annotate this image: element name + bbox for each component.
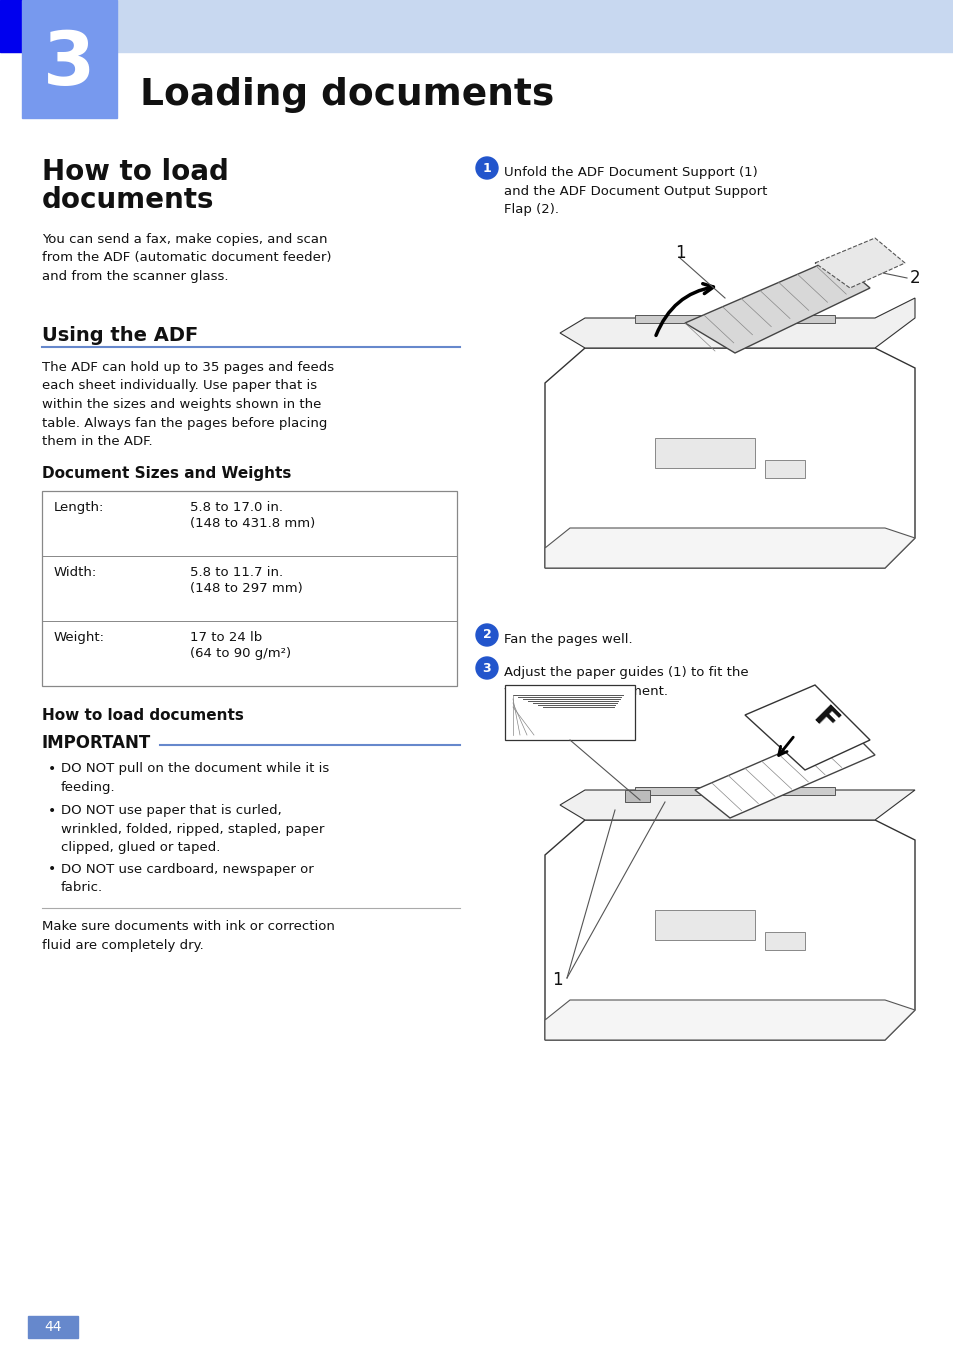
Text: documents: documents — [42, 186, 214, 215]
Text: 3: 3 — [482, 662, 491, 675]
Text: 1: 1 — [482, 162, 491, 174]
Text: 3: 3 — [43, 28, 95, 101]
Text: F: F — [806, 702, 841, 737]
Polygon shape — [544, 528, 914, 568]
Text: Make sure documents with ink or correction
fluid are completely dry.: Make sure documents with ink or correcti… — [42, 921, 335, 952]
Bar — [635, 315, 834, 323]
Text: •: • — [48, 761, 56, 776]
Text: Width:: Width: — [54, 566, 97, 579]
Polygon shape — [559, 790, 914, 819]
Bar — [28, 1316, 78, 1338]
Text: Unfold the ADF Document Support (1)
and the ADF Document Output Support
Flap (2): Unfold the ADF Document Support (1) and … — [503, 166, 766, 216]
Polygon shape — [544, 819, 914, 1040]
Bar — [0, 0, 22, 53]
Bar — [655, 437, 754, 468]
Bar — [22, 0, 117, 117]
Circle shape — [476, 624, 497, 647]
Text: 1: 1 — [551, 971, 561, 990]
Circle shape — [476, 657, 497, 679]
Text: Document Sizes and Weights: Document Sizes and Weights — [42, 466, 291, 481]
Text: You can send a fax, make copies, and scan
from the ADF (automatic document feede: You can send a fax, make copies, and sca… — [42, 234, 331, 284]
Text: How to load documents: How to load documents — [42, 707, 244, 724]
Text: Loading documents: Loading documents — [140, 77, 554, 113]
Bar — [635, 787, 834, 795]
Text: DO NOT use cardboard, newspaper or
fabric.: DO NOT use cardboard, newspaper or fabri… — [61, 863, 314, 894]
Polygon shape — [684, 258, 869, 352]
Text: 44: 44 — [44, 1320, 62, 1334]
Text: 17 to 24 lb: 17 to 24 lb — [190, 630, 262, 644]
Text: How to load: How to load — [42, 158, 229, 186]
Text: DO NOT use paper that is curled,
wrinkled, folded, ripped, stapled, paper
clippe: DO NOT use paper that is curled, wrinkle… — [61, 805, 324, 855]
Bar — [764, 931, 804, 950]
Text: Length:: Length: — [54, 501, 104, 514]
Text: 2: 2 — [909, 269, 920, 288]
Text: Weight:: Weight: — [54, 630, 105, 644]
Bar — [764, 460, 804, 478]
Text: 5.8 to 11.7 in.: 5.8 to 11.7 in. — [190, 566, 283, 579]
Text: (64 to 90 g/m²): (64 to 90 g/m²) — [190, 647, 291, 660]
Text: Fan the pages well.: Fan the pages well. — [503, 633, 632, 647]
Text: •: • — [48, 805, 56, 818]
Polygon shape — [744, 684, 869, 770]
Text: 5.8 to 17.0 in.: 5.8 to 17.0 in. — [190, 501, 283, 514]
Polygon shape — [544, 348, 914, 568]
Text: (148 to 431.8 mm): (148 to 431.8 mm) — [190, 517, 314, 531]
Polygon shape — [544, 1000, 914, 1040]
Text: Adjust the paper guides (1) to fit the
width of your document.: Adjust the paper guides (1) to fit the w… — [503, 666, 748, 698]
Text: 2: 2 — [482, 629, 491, 641]
Circle shape — [476, 157, 497, 180]
Text: IMPORTANT: IMPORTANT — [42, 734, 152, 752]
Polygon shape — [814, 238, 904, 288]
Text: 1: 1 — [674, 244, 684, 262]
Text: Using the ADF: Using the ADF — [42, 325, 198, 346]
Bar — [655, 910, 754, 940]
Polygon shape — [695, 725, 874, 818]
Polygon shape — [559, 298, 914, 348]
Bar — [42, 491, 456, 686]
Text: DO NOT pull on the document while it is
feeding.: DO NOT pull on the document while it is … — [61, 761, 329, 794]
Text: The ADF can hold up to 35 pages and feeds
each sheet individually. Use paper tha: The ADF can hold up to 35 pages and feed… — [42, 360, 334, 448]
Bar — [624, 790, 649, 802]
Text: (148 to 297 mm): (148 to 297 mm) — [190, 582, 302, 595]
Bar — [504, 684, 635, 740]
Bar — [0, 0, 953, 53]
Text: •: • — [48, 863, 56, 876]
